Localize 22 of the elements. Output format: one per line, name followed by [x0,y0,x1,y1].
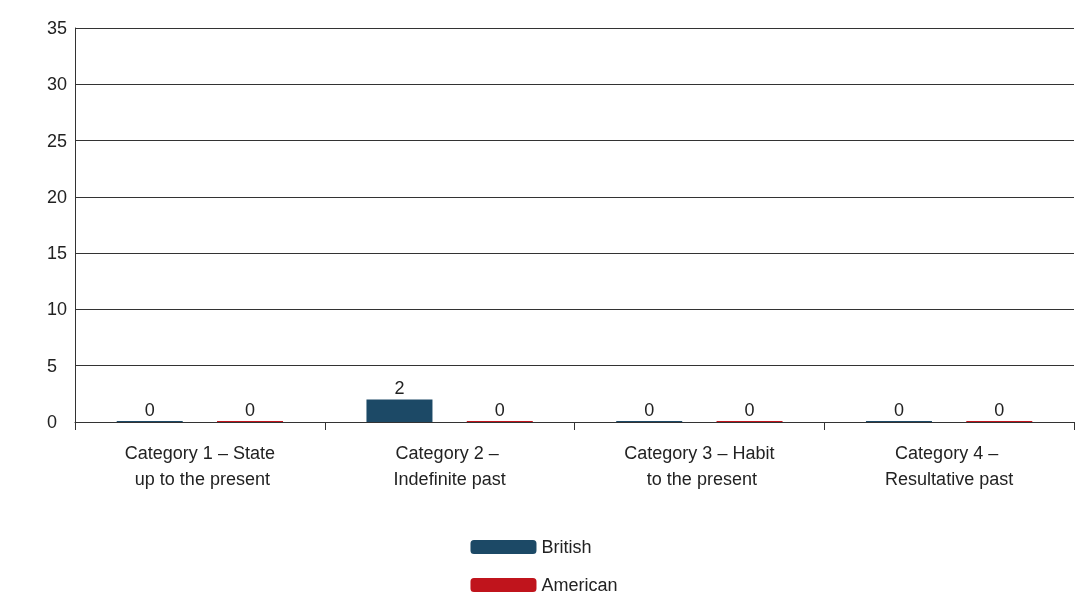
y-tick-label: 15 [47,243,68,264]
x-tick-label: Category 4 – Resultative past [885,443,1014,489]
legend-label: British [541,537,592,557]
data-label: 0 [893,400,904,420]
data-label: 0 [644,400,655,420]
x-tick-label: Category 3 – Habit to the present [624,443,775,489]
y-tick-label: 0 [47,412,58,432]
data-label: 0 [744,400,755,420]
data-label: 0 [994,400,1005,420]
data-label: 0 [245,400,256,420]
y-tick-label: 5 [47,355,58,376]
y-tick-label: 35 [47,18,68,38]
data-label: 0 [494,400,505,420]
x-tick-label: Category 2 – Indefinite past [393,443,506,489]
y-tick-label: 10 [47,299,68,320]
data-label: 0 [144,400,155,420]
data-label: 2 [394,378,405,399]
y-tick-label: 25 [47,130,68,151]
y-tick-label: 20 [47,186,68,207]
y-tick-label: 30 [47,74,68,95]
legend-label: American [541,575,618,595]
x-tick-label: Category 1 – State up to the present [124,443,275,489]
